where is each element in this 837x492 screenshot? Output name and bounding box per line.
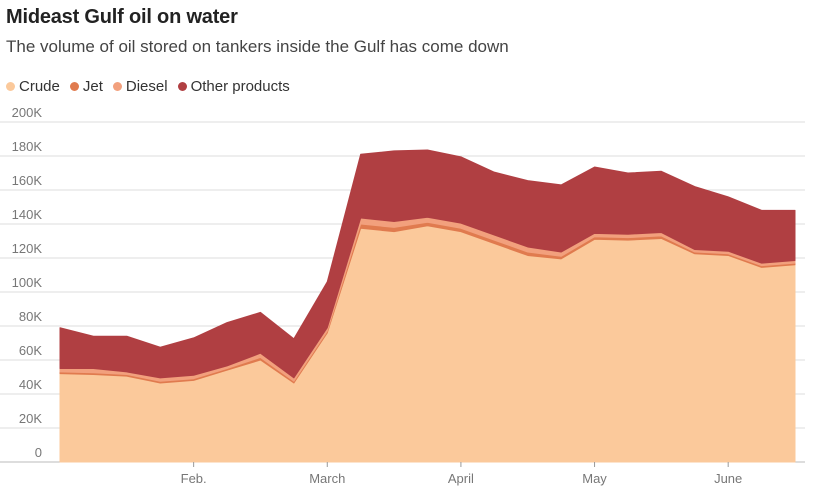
y-tick-label: 0 — [35, 445, 42, 460]
legend-item-diesel: Diesel — [112, 78, 168, 95]
legend-swatch-diesel — [112, 82, 122, 91]
y-tick-label: 200K — [12, 105, 43, 120]
x-tick-label: March — [309, 471, 345, 486]
legend-item-crude: Crude — [6, 78, 60, 95]
y-axis: 0 20K 40K 60K 80K 100K 120K 140K 160K 180K 200K — [12, 105, 43, 460]
legend-swatch-jet — [69, 82, 79, 91]
legend-label-crude: Crude — [19, 78, 60, 95]
y-tick-label: 140K — [12, 207, 43, 222]
area-crude — [59, 225, 796, 463]
area-other-products — [59, 149, 796, 379]
legend-item-other-products: Other products — [177, 78, 290, 95]
y-tick-label: 20K — [19, 411, 42, 426]
legend-label-jet: Jet — [82, 78, 103, 95]
x-tick-label: June — [714, 471, 742, 486]
legend: Crude Jet Diesel Other products — [6, 78, 300, 95]
x-tick-label: May — [582, 471, 607, 486]
y-tick-label: 120K — [12, 241, 43, 256]
chart-subtitle: The volume of oil stored on tankers insi… — [6, 37, 509, 56]
legend-swatch-crude — [6, 82, 15, 91]
stacked-areas — [59, 149, 796, 463]
y-tick-label: 40K — [19, 377, 42, 392]
legend-label-diesel: Diesel — [125, 78, 168, 95]
chart-title: Mideast Gulf oil on water — [6, 6, 238, 28]
legend-label-other-products: Other products — [190, 78, 290, 95]
legend-item-jet: Jet — [69, 78, 103, 95]
y-tick-label: 160K — [12, 173, 43, 188]
y-tick-label: 80K — [19, 309, 42, 324]
y-tick-label: 180K — [12, 139, 43, 154]
legend-swatch-other-products — [177, 82, 187, 91]
y-tick-label: 60K — [19, 343, 42, 358]
x-tick-label: April — [448, 471, 474, 486]
y-tick-label: 100K — [12, 275, 43, 290]
x-axis: Feb. March April May June — [181, 462, 742, 486]
x-tick-label: Feb. — [181, 471, 207, 486]
